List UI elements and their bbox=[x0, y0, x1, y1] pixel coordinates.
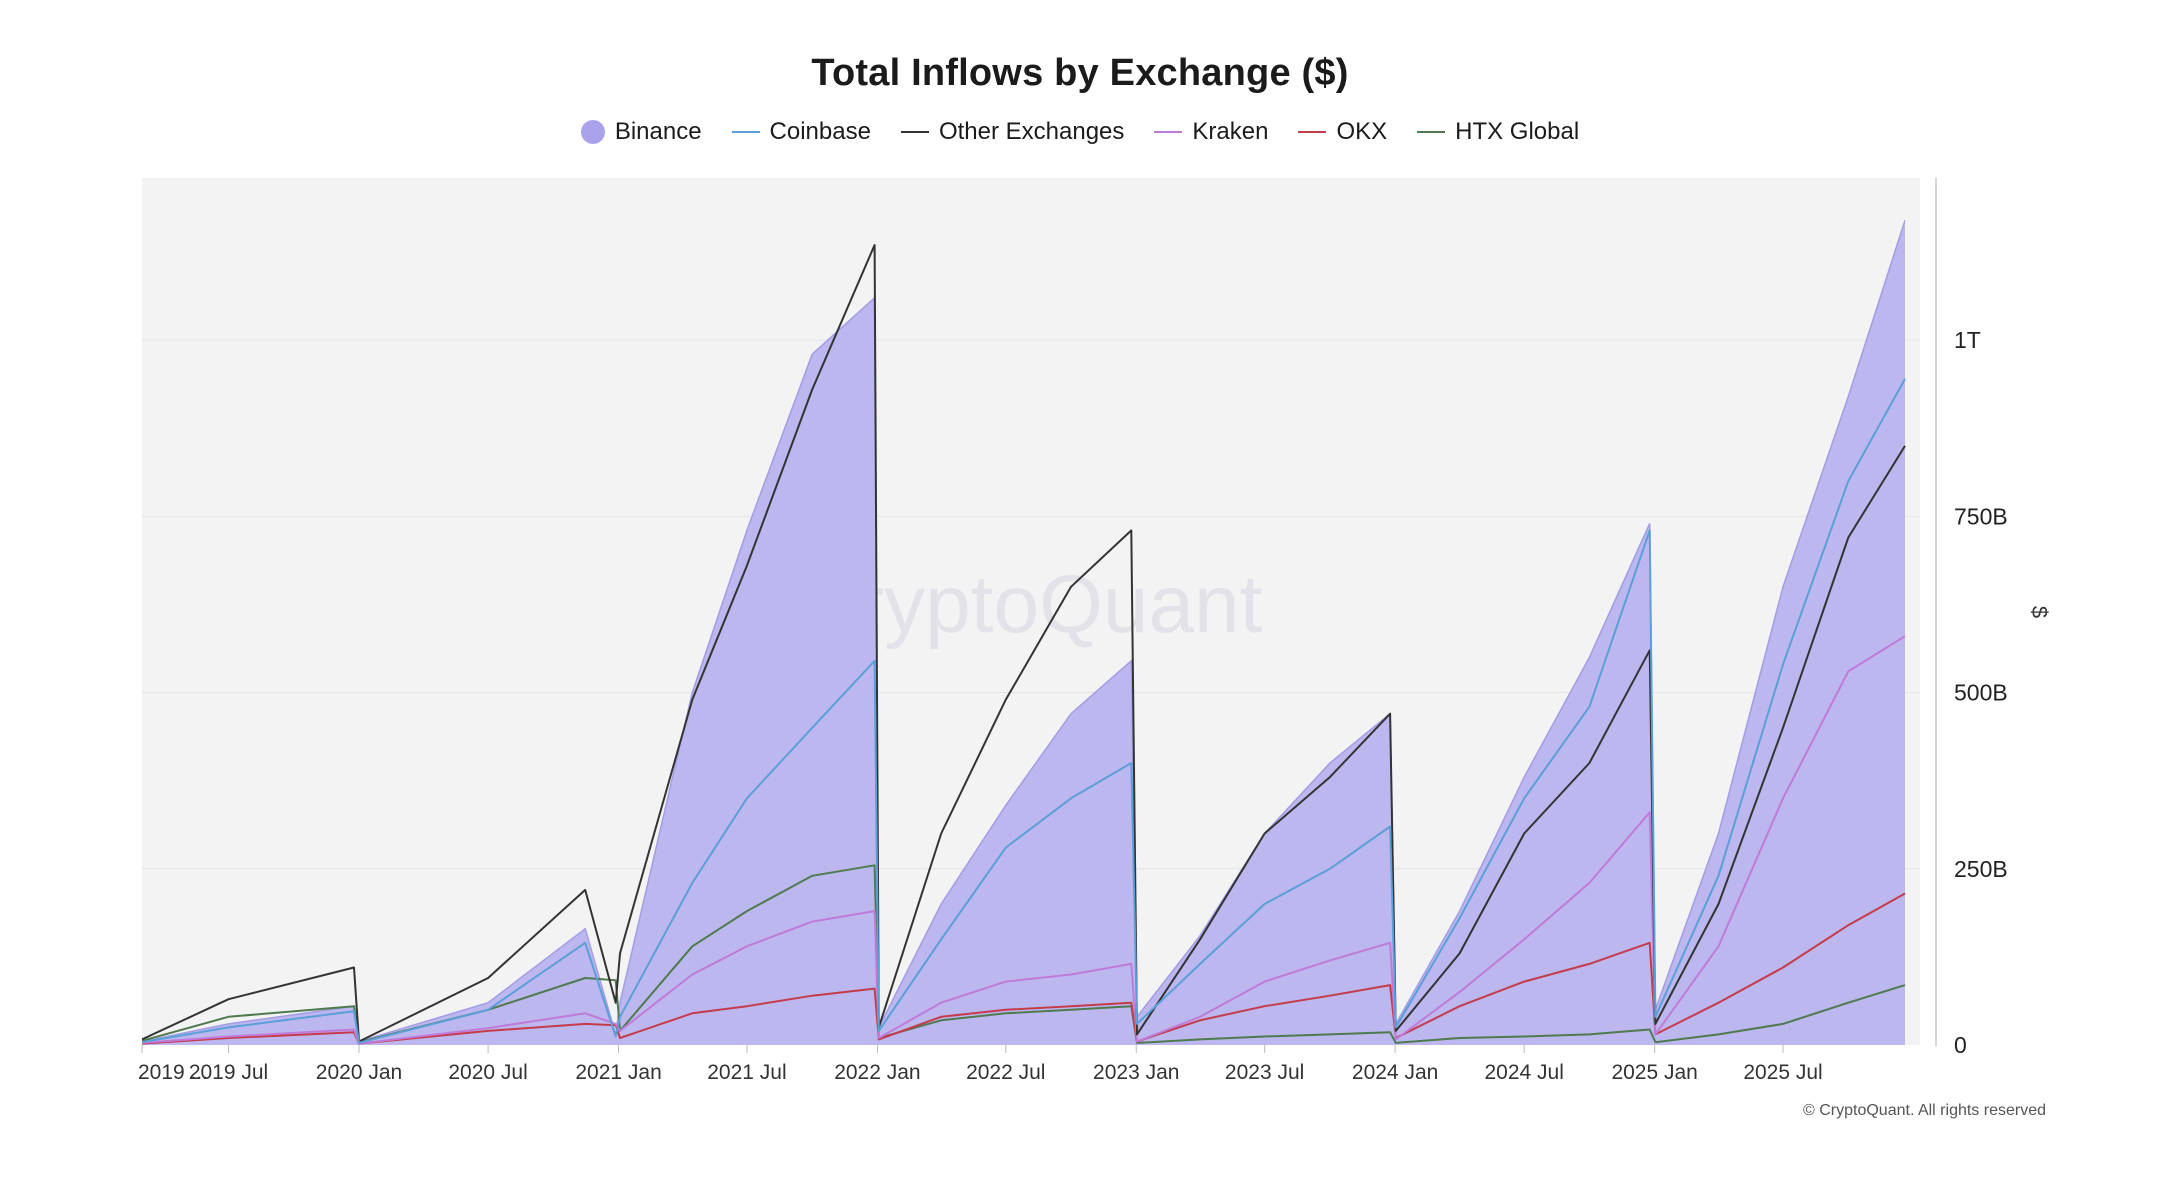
x-tick-label: 2023 Jan bbox=[1093, 1061, 1179, 1084]
y-axis-ticks: 0 250B 500B 750B 1T bbox=[1954, 327, 2008, 1058]
legend-swatch-binance bbox=[580, 120, 605, 144]
x-tick-label: 2025 Jan bbox=[1611, 1061, 1697, 1084]
x-tick-label: 2021 Jan bbox=[575, 1061, 661, 1084]
legend-label-htx-global: HTX Global bbox=[1455, 118, 1580, 145]
x-tick-label: 2025 Jul bbox=[1743, 1061, 1822, 1084]
y-tick-label: 1T bbox=[1954, 327, 1981, 353]
y-axis-label: $ bbox=[2027, 606, 2052, 618]
legend-label-kraken: Kraken bbox=[1192, 118, 1269, 145]
chart-title: Total Inflows by Exchange ($) bbox=[811, 52, 1349, 94]
legend-item-binance[interactable]: Binance bbox=[580, 118, 702, 146]
x-axis-ticks: 2019 ...2019 Jul 2020 Jan 2020 Jul 2021 Jan… bbox=[138, 1045, 1823, 1084]
legend-item-htx-global[interactable]: HTX Global bbox=[1417, 118, 1579, 146]
y-tick-label: 500B bbox=[1954, 680, 2008, 706]
x-tick-label: 2020 Jan bbox=[316, 1061, 402, 1084]
legend-item-other-exchanges[interactable]: Other Exchanges bbox=[900, 118, 1125, 146]
x-tick-label: 2021 Jul bbox=[707, 1061, 786, 1084]
legend-swatch-kraken bbox=[1154, 131, 1183, 133]
y-tick-label: 250B bbox=[1954, 856, 2008, 882]
x-tick-label: 2024 Jul bbox=[1484, 1061, 1563, 1084]
x-tick-label: 2019 Jul bbox=[189, 1061, 268, 1084]
legend-item-kraken[interactable]: Kraken bbox=[1154, 118, 1268, 146]
legend: Binance Coinbase Other Exchanges Kraken … bbox=[0, 118, 2160, 146]
x-tick-label: 2024 Jan bbox=[1352, 1061, 1438, 1084]
x-tick-label: 2019 ... bbox=[138, 1061, 208, 1084]
series-line-coinbase bbox=[141, 378, 1906, 1044]
series-line-other-exchanges bbox=[141, 244, 1906, 1043]
series-area-binance bbox=[142, 220, 1905, 1046]
legend-label-binance: Binance bbox=[614, 118, 702, 145]
legend-label-okx: OKX bbox=[1336, 118, 1388, 145]
y-tick-label: 750B bbox=[1954, 503, 2008, 529]
x-tick-label: 2022 Jul bbox=[966, 1061, 1045, 1084]
legend-label-coinbase: Coinbase bbox=[769, 118, 871, 145]
legend-label-other-exchanges: Other Exchanges bbox=[938, 118, 1125, 145]
copyright-notice: © CryptoQuant. All rights reserved bbox=[1803, 1102, 2046, 1119]
legend-swatch-other-exchanges bbox=[900, 131, 929, 133]
legend-item-okx[interactable]: OKX bbox=[1298, 118, 1387, 146]
series-line-okx bbox=[141, 892, 1906, 1045]
legend-swatch-okx bbox=[1298, 131, 1327, 133]
y-tick-label: 0 bbox=[1954, 1032, 1967, 1058]
x-tick-label: 2020 Jul bbox=[448, 1061, 527, 1084]
legend-swatch-coinbase bbox=[731, 131, 760, 133]
x-tick-label: 2022 Jan bbox=[834, 1061, 920, 1084]
x-tick-label: 2023 Jul bbox=[1225, 1061, 1304, 1084]
series-edge-binance bbox=[141, 220, 1906, 1043]
series-layer bbox=[141, 220, 1906, 1046]
legend-swatch-htx-global bbox=[1417, 131, 1446, 133]
series-line-htx-global bbox=[141, 864, 1906, 1044]
legend-item-coinbase[interactable]: Coinbase bbox=[731, 118, 871, 146]
series-line-kraken bbox=[141, 635, 1906, 1045]
